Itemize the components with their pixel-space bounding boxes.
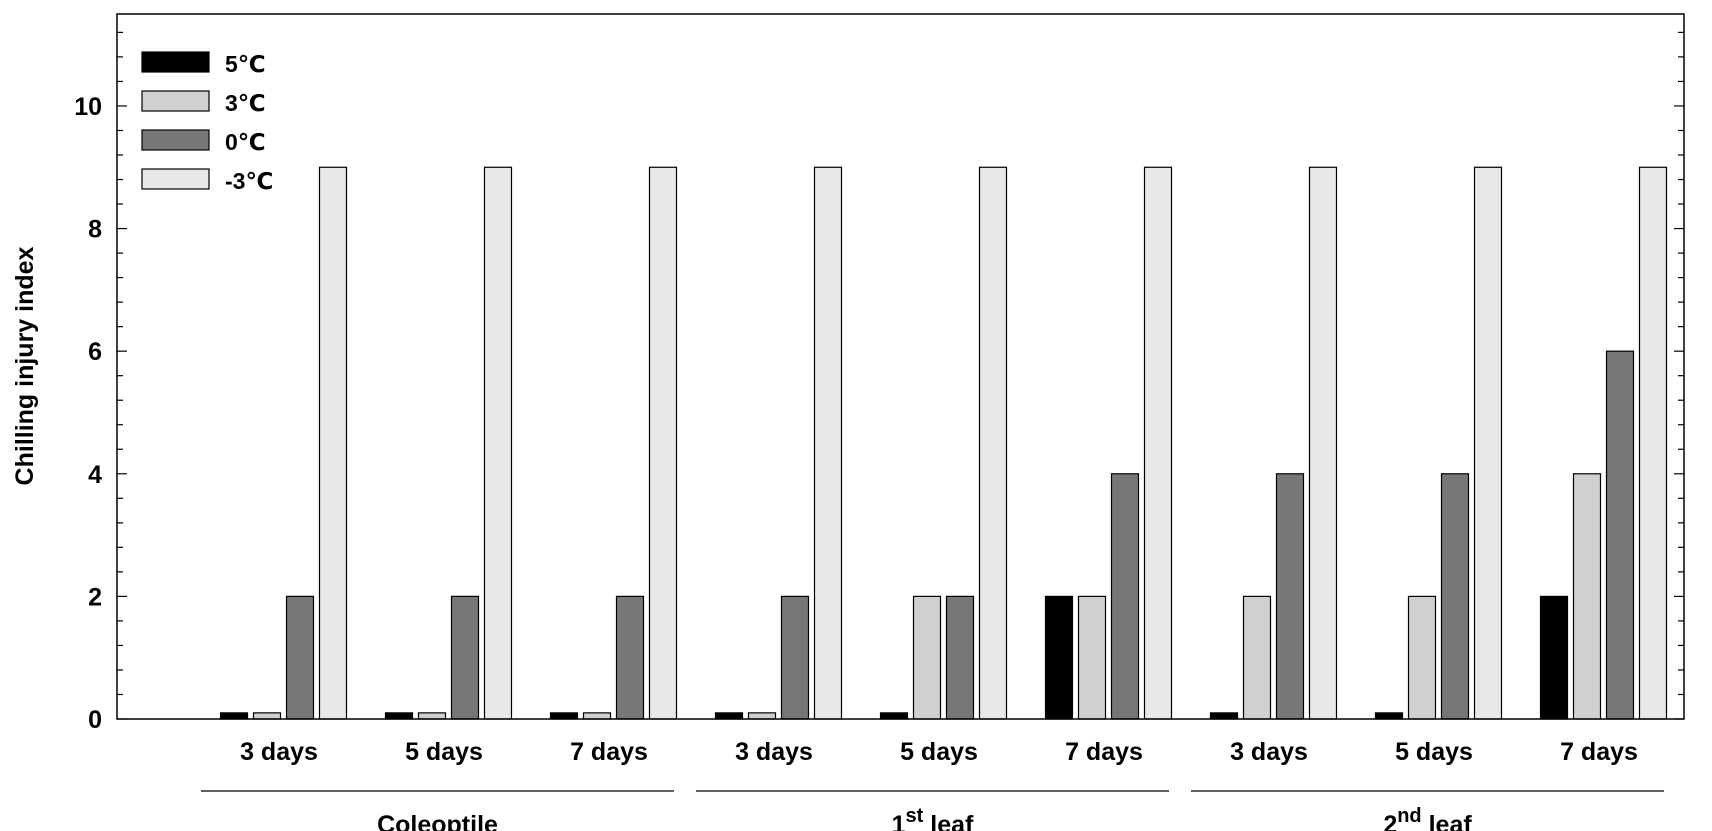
bar bbox=[747, 712, 777, 720]
bar bbox=[1044, 595, 1074, 720]
plot-area-frame bbox=[116, 13, 1685, 720]
y-tick-label: 8 bbox=[88, 216, 102, 244]
y-tick-label: 0 bbox=[88, 706, 102, 734]
legend-swatch bbox=[141, 168, 210, 190]
bar bbox=[780, 595, 810, 720]
bar bbox=[1638, 166, 1668, 720]
x-category-label: 3 days bbox=[735, 738, 813, 766]
bar bbox=[615, 595, 645, 720]
legend: 5℃ 3℃ 0℃ -3℃ bbox=[141, 51, 273, 194]
bar bbox=[1407, 595, 1437, 720]
x-category-label: 3 days bbox=[240, 738, 318, 766]
x-category-label: 5 days bbox=[900, 738, 978, 766]
bar bbox=[1209, 712, 1239, 720]
bar bbox=[483, 166, 513, 720]
bar bbox=[1242, 595, 1272, 720]
bar bbox=[1308, 166, 1338, 720]
bar bbox=[1440, 473, 1470, 720]
bar bbox=[1374, 712, 1404, 720]
x-axis-category-labels: 3 days 5 days 7 days 3 days 5 days 7 days 3 da… bbox=[240, 738, 1638, 766]
bar bbox=[252, 712, 282, 720]
bar bbox=[219, 712, 249, 720]
x-category-label: 5 days bbox=[405, 738, 483, 766]
y-tick-label: 6 bbox=[88, 338, 102, 366]
legend-swatch bbox=[141, 51, 210, 73]
legend-label: 0℃ bbox=[225, 129, 266, 155]
bar bbox=[648, 166, 678, 720]
bar bbox=[417, 712, 447, 720]
group-label: Coleoptile bbox=[377, 811, 498, 831]
bar bbox=[1605, 350, 1635, 720]
bar bbox=[1077, 595, 1107, 720]
bar bbox=[1275, 473, 1305, 720]
bars-layer bbox=[219, 166, 1668, 720]
y-tick-label: 2 bbox=[88, 583, 102, 611]
legend-swatch bbox=[141, 90, 210, 112]
bar bbox=[1473, 166, 1503, 720]
bar bbox=[582, 712, 612, 720]
group-label: 2nd leaf bbox=[1383, 805, 1472, 831]
bar bbox=[1143, 166, 1173, 720]
bar bbox=[549, 712, 579, 720]
group-labels: Coleoptile 1st leaf 2nd leaf bbox=[201, 790, 1664, 831]
legend-swatch bbox=[141, 129, 210, 151]
bar bbox=[318, 166, 348, 720]
x-category-label: 5 days bbox=[1395, 738, 1473, 766]
y-tick-label: 10 bbox=[74, 93, 102, 121]
x-category-label: 7 days bbox=[570, 738, 648, 766]
bar bbox=[912, 595, 942, 720]
bar bbox=[1572, 473, 1602, 720]
bar bbox=[1110, 473, 1140, 720]
y-tick-label: 4 bbox=[88, 461, 102, 489]
bar bbox=[285, 595, 315, 720]
y-axis-label: Chilling injury index bbox=[11, 246, 39, 485]
x-category-label: 7 days bbox=[1560, 738, 1638, 766]
bar bbox=[450, 595, 480, 720]
y-axis-ticks: 0 2 4 6 8 10 bbox=[74, 31, 1684, 734]
legend-label: 3℃ bbox=[225, 90, 266, 116]
bar bbox=[714, 712, 744, 720]
bar bbox=[1539, 595, 1569, 720]
bar bbox=[384, 712, 414, 720]
bar bbox=[978, 166, 1008, 720]
x-category-label: 3 days bbox=[1230, 738, 1308, 766]
bar bbox=[879, 712, 909, 720]
bar bbox=[813, 166, 843, 720]
group-label: 1st leaf bbox=[892, 805, 974, 831]
legend-label: -3℃ bbox=[225, 168, 273, 194]
legend-label: 5℃ bbox=[225, 51, 266, 77]
bar bbox=[945, 595, 975, 720]
x-category-label: 7 days bbox=[1065, 738, 1143, 766]
